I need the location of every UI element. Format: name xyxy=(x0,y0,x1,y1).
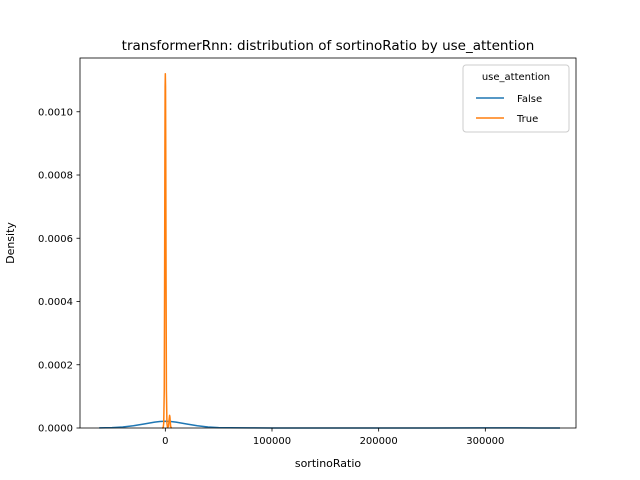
legend-box xyxy=(462,64,570,133)
x-axis-label: sortinoRatio xyxy=(295,457,362,470)
y-tick-label: 0.0008 xyxy=(38,171,73,182)
x-tick-label: 200000 xyxy=(360,436,398,447)
y-tick-label: 0.0000 xyxy=(38,424,73,435)
x-tick-label: 100000 xyxy=(253,436,291,447)
y-axis-label: Density xyxy=(4,222,17,264)
y-tick-label: 0.0002 xyxy=(38,360,73,371)
x-axis-ticks: 0 100000 200000 300000 xyxy=(162,428,504,447)
legend-label-true: True xyxy=(516,114,538,125)
legend: use_attention False True xyxy=(462,64,570,133)
y-tick-label: 0.0010 xyxy=(38,107,73,118)
legend-label-false: False xyxy=(517,94,542,105)
plot-frame xyxy=(79,57,577,429)
x-tick-label: 0 xyxy=(162,436,168,447)
y-tick-label: 0.0004 xyxy=(38,297,73,308)
series-line-true xyxy=(162,73,173,429)
y-axis-ticks: 0.0000 0.0002 0.0004 0.0006 0.0008 0.0010 xyxy=(38,107,80,435)
legend-title: use_attention xyxy=(482,72,550,83)
y-tick-label: 0.0006 xyxy=(38,234,73,245)
chart-title: transformerRnn: distribution of sortinoR… xyxy=(122,38,535,54)
x-tick-label: 300000 xyxy=(466,436,504,447)
